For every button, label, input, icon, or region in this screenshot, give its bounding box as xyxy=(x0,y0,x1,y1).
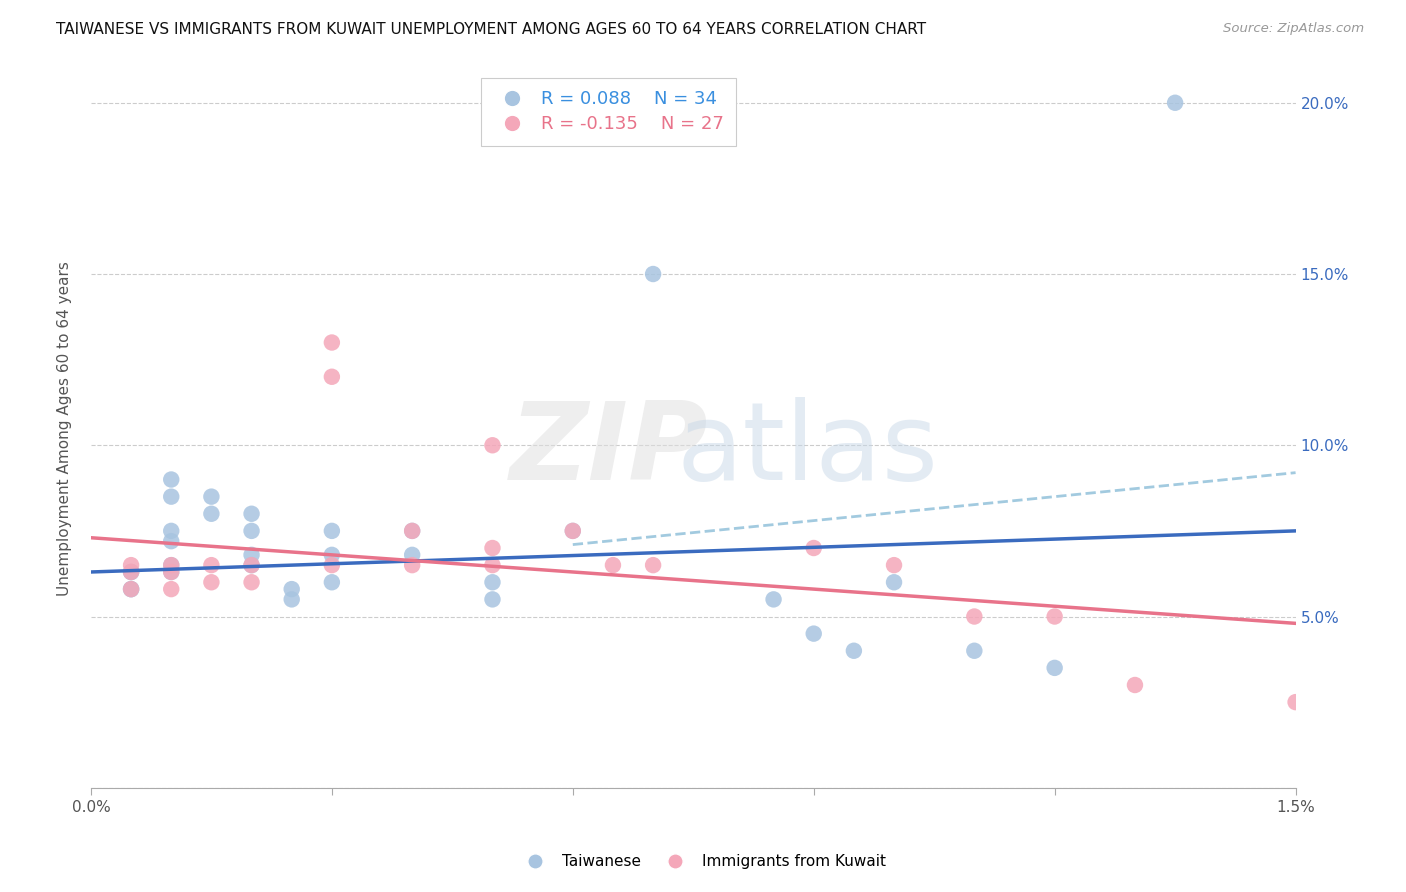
Point xyxy=(160,565,183,579)
Point xyxy=(481,558,503,573)
Point xyxy=(321,548,343,562)
Point xyxy=(240,558,263,573)
Point xyxy=(240,524,263,538)
Point xyxy=(401,548,423,562)
Point xyxy=(561,524,583,538)
Point xyxy=(1043,661,1066,675)
Y-axis label: Unemployment Among Ages 60 to 64 years: Unemployment Among Ages 60 to 64 years xyxy=(58,260,72,596)
Point xyxy=(643,267,665,281)
Legend: Taiwanese, Immigrants from Kuwait: Taiwanese, Immigrants from Kuwait xyxy=(513,848,893,875)
Point xyxy=(401,558,423,573)
Point xyxy=(160,558,183,573)
Point xyxy=(321,524,343,538)
Point xyxy=(481,541,503,555)
Point xyxy=(602,558,624,573)
Point xyxy=(120,582,142,596)
Point xyxy=(120,582,142,596)
Point xyxy=(200,507,222,521)
Point xyxy=(120,565,142,579)
Text: Source: ZipAtlas.com: Source: ZipAtlas.com xyxy=(1223,22,1364,36)
Point xyxy=(1043,609,1066,624)
Point xyxy=(240,548,263,562)
Point xyxy=(883,575,905,590)
Point xyxy=(160,524,183,538)
Text: TAIWANESE VS IMMIGRANTS FROM KUWAIT UNEMPLOYMENT AMONG AGES 60 TO 64 YEARS CORRE: TAIWANESE VS IMMIGRANTS FROM KUWAIT UNEM… xyxy=(56,22,927,37)
Point xyxy=(481,438,503,452)
Text: atlas: atlas xyxy=(676,397,939,503)
Point xyxy=(643,558,665,573)
Point xyxy=(200,490,222,504)
Point xyxy=(561,524,583,538)
Point xyxy=(160,534,183,549)
Point xyxy=(842,644,865,658)
Point xyxy=(160,565,183,579)
Point xyxy=(321,369,343,384)
Legend: R = 0.088    N = 34, R = -0.135    N = 27: R = 0.088 N = 34, R = -0.135 N = 27 xyxy=(481,78,737,146)
Point xyxy=(883,558,905,573)
Point xyxy=(803,626,825,640)
Point xyxy=(321,335,343,350)
Point xyxy=(963,644,986,658)
Point xyxy=(240,575,263,590)
Point xyxy=(803,541,825,555)
Point xyxy=(401,524,423,538)
Point xyxy=(200,558,222,573)
Point xyxy=(160,490,183,504)
Point xyxy=(1284,695,1306,709)
Point xyxy=(240,507,263,521)
Point xyxy=(160,558,183,573)
Point xyxy=(1123,678,1146,692)
Point xyxy=(200,575,222,590)
Point xyxy=(160,582,183,596)
Point xyxy=(762,592,785,607)
Point xyxy=(963,609,986,624)
Point xyxy=(321,558,343,573)
Point xyxy=(120,565,142,579)
Point xyxy=(120,582,142,596)
Point xyxy=(1164,95,1187,110)
Text: ZIP: ZIP xyxy=(510,397,709,503)
Point xyxy=(240,558,263,573)
Point xyxy=(160,473,183,487)
Point xyxy=(120,558,142,573)
Point xyxy=(280,582,302,596)
Point xyxy=(321,575,343,590)
Point xyxy=(120,565,142,579)
Point xyxy=(401,524,423,538)
Point xyxy=(481,575,503,590)
Point xyxy=(280,592,302,607)
Point xyxy=(481,592,503,607)
